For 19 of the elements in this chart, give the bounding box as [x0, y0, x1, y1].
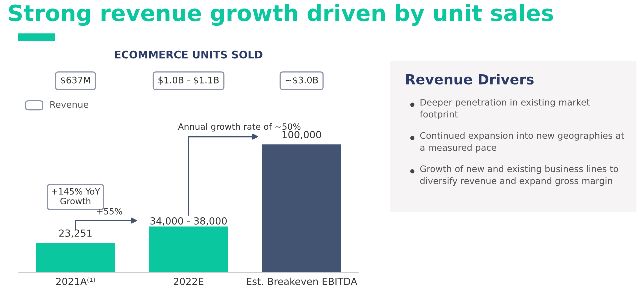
x-tick-label: Est. Breakeven EBITDA: [247, 278, 358, 286]
annotation: 34,000 - 38,000: [150, 218, 228, 226]
annotation: +145% YoY Growth: [52, 188, 100, 205]
data-label: 100,000: [282, 131, 322, 140]
text: $637M: [61, 76, 90, 85]
x-tick-label: 2021A⁽¹⁾: [56, 278, 96, 286]
annotation: +55%: [97, 208, 122, 215]
text: ~$3.0B: [286, 76, 318, 85]
text: Continued expansion into new geographies at a measured pace: [420, 132, 624, 153]
text: $1.0B - $1.1B: [158, 76, 219, 85]
chart-subtitle: ECOMMERCE UNITS SOLD: [115, 50, 263, 59]
text: Growth of new and existing business lines to diversify revenue and expand gross margin: [420, 166, 618, 186]
text: Revenue Drivers: [406, 74, 534, 85]
text: Annual growth rate of ~50%: [178, 123, 301, 132]
data-label: 23,251: [59, 230, 92, 238]
chart-title: Strong revenue growth driven by unit sales: [9, 4, 554, 26]
x-tick-label: 2022E: [174, 278, 204, 286]
text: Revenue: [50, 101, 89, 108]
text: Deeper penetration in existing market footprint: [420, 98, 590, 120]
